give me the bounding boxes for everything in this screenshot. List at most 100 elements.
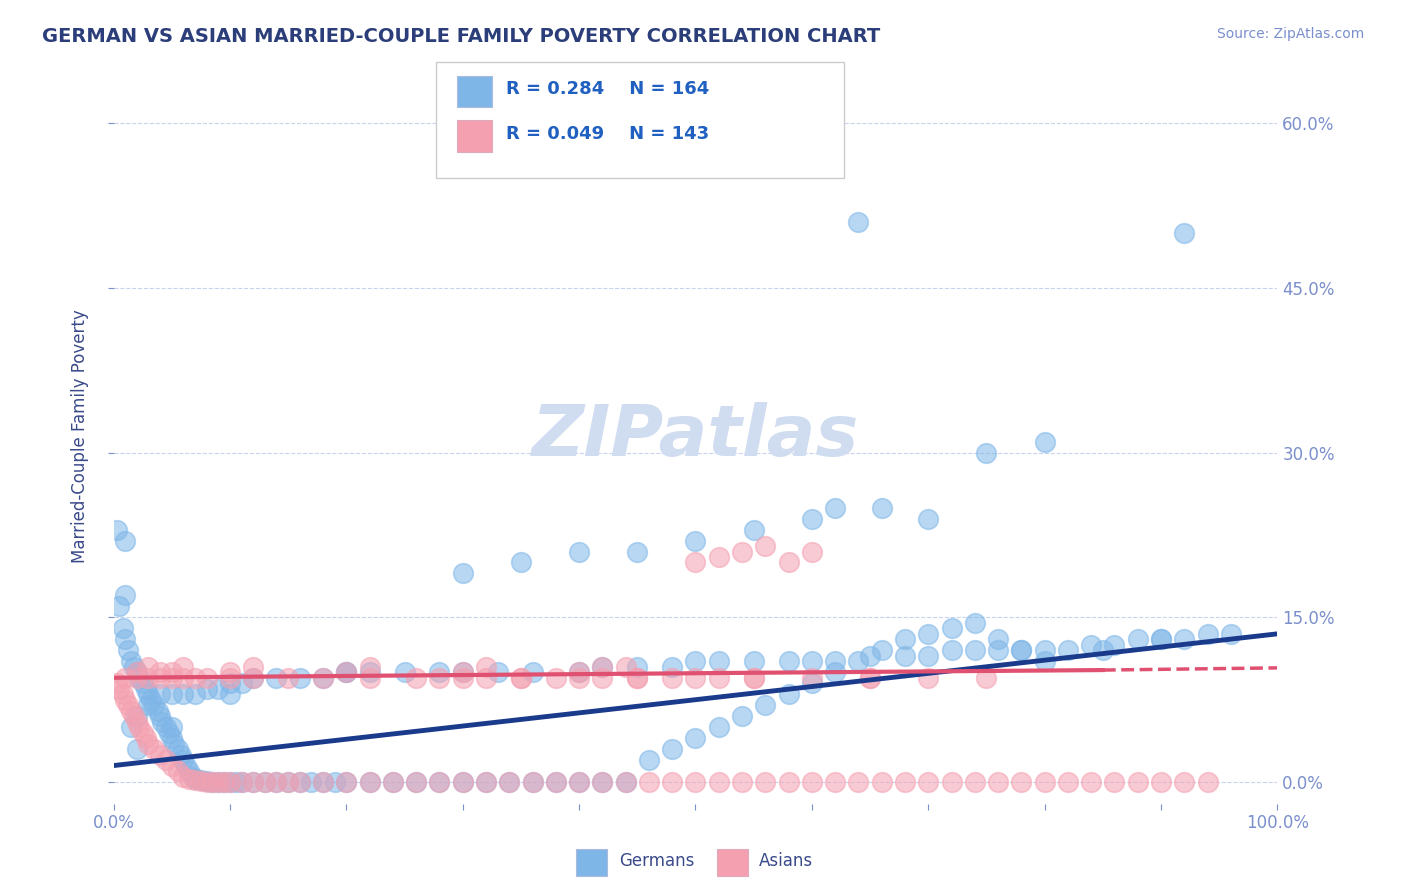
Point: [754, 539, 776, 553]
Point: [1150, 775, 1173, 789]
Point: [174, 758, 197, 772]
Point: [277, 671, 299, 685]
Point: [1126, 775, 1149, 789]
Point: [138, 737, 160, 751]
Point: [190, 773, 212, 788]
Point: [138, 660, 160, 674]
Point: [108, 599, 131, 614]
Point: [824, 654, 846, 668]
Point: [661, 671, 683, 685]
Point: [591, 775, 613, 789]
Point: [638, 753, 661, 767]
Point: [429, 671, 451, 685]
Point: [105, 676, 128, 690]
Point: [778, 654, 800, 668]
Point: [976, 671, 998, 685]
Point: [742, 671, 765, 685]
Point: [1104, 638, 1126, 652]
Point: [138, 698, 160, 713]
Point: [894, 632, 917, 647]
Point: [207, 775, 229, 789]
Point: [125, 665, 148, 680]
Point: [917, 511, 939, 525]
Point: [172, 770, 194, 784]
Point: [117, 698, 139, 713]
Point: [859, 648, 882, 663]
Point: [742, 523, 765, 537]
Point: [120, 704, 142, 718]
Point: [568, 775, 591, 789]
Point: [242, 775, 264, 789]
Point: [135, 681, 157, 696]
Point: [429, 775, 451, 789]
Point: [139, 692, 162, 706]
Point: [661, 660, 683, 674]
Point: [157, 725, 180, 739]
Point: [522, 775, 544, 789]
Text: Germans: Germans: [619, 852, 695, 870]
Point: [359, 775, 381, 789]
Point: [800, 511, 823, 525]
Point: [195, 773, 218, 788]
Point: [1150, 632, 1173, 647]
Point: [941, 775, 963, 789]
Point: [190, 772, 212, 787]
Point: [143, 698, 166, 713]
Point: [568, 775, 591, 789]
Point: [544, 671, 567, 685]
Point: [166, 742, 188, 756]
Point: [685, 775, 707, 789]
Point: [120, 654, 142, 668]
Point: [212, 775, 235, 789]
Point: [172, 753, 194, 767]
Point: [149, 747, 172, 762]
Point: [277, 775, 299, 789]
Point: [824, 665, 846, 680]
Point: [486, 665, 509, 680]
Point: [568, 544, 591, 558]
Point: [201, 775, 224, 789]
Point: [1057, 775, 1080, 789]
Point: [626, 544, 648, 558]
Point: [242, 775, 264, 789]
Point: [848, 775, 870, 789]
Point: [509, 671, 531, 685]
Point: [312, 775, 335, 789]
Point: [124, 660, 146, 674]
Point: [160, 731, 183, 745]
Text: Source: ZipAtlas.com: Source: ZipAtlas.com: [1216, 27, 1364, 41]
Point: [859, 671, 882, 685]
Point: [323, 775, 346, 789]
Point: [231, 775, 253, 789]
Point: [707, 654, 730, 668]
Point: [591, 660, 613, 674]
Point: [685, 654, 707, 668]
Point: [195, 671, 218, 685]
Point: [143, 742, 166, 756]
Point: [963, 615, 986, 630]
Point: [941, 621, 963, 635]
Point: [870, 643, 893, 657]
Point: [778, 687, 800, 701]
Point: [172, 687, 194, 701]
Point: [451, 566, 474, 581]
Point: [591, 775, 613, 789]
Point: [128, 671, 150, 685]
Point: [266, 671, 288, 685]
Point: [1080, 638, 1102, 652]
Point: [894, 775, 917, 789]
Point: [870, 500, 893, 515]
Point: [149, 687, 172, 701]
Point: [800, 544, 823, 558]
Point: [266, 775, 288, 789]
Point: [163, 737, 186, 751]
Point: [125, 709, 148, 723]
Point: [1219, 627, 1241, 641]
Point: [1197, 775, 1219, 789]
Point: [742, 671, 765, 685]
Point: [170, 747, 193, 762]
Point: [299, 775, 322, 789]
Point: [451, 671, 474, 685]
Text: Asians: Asians: [759, 852, 813, 870]
Point: [614, 775, 637, 789]
